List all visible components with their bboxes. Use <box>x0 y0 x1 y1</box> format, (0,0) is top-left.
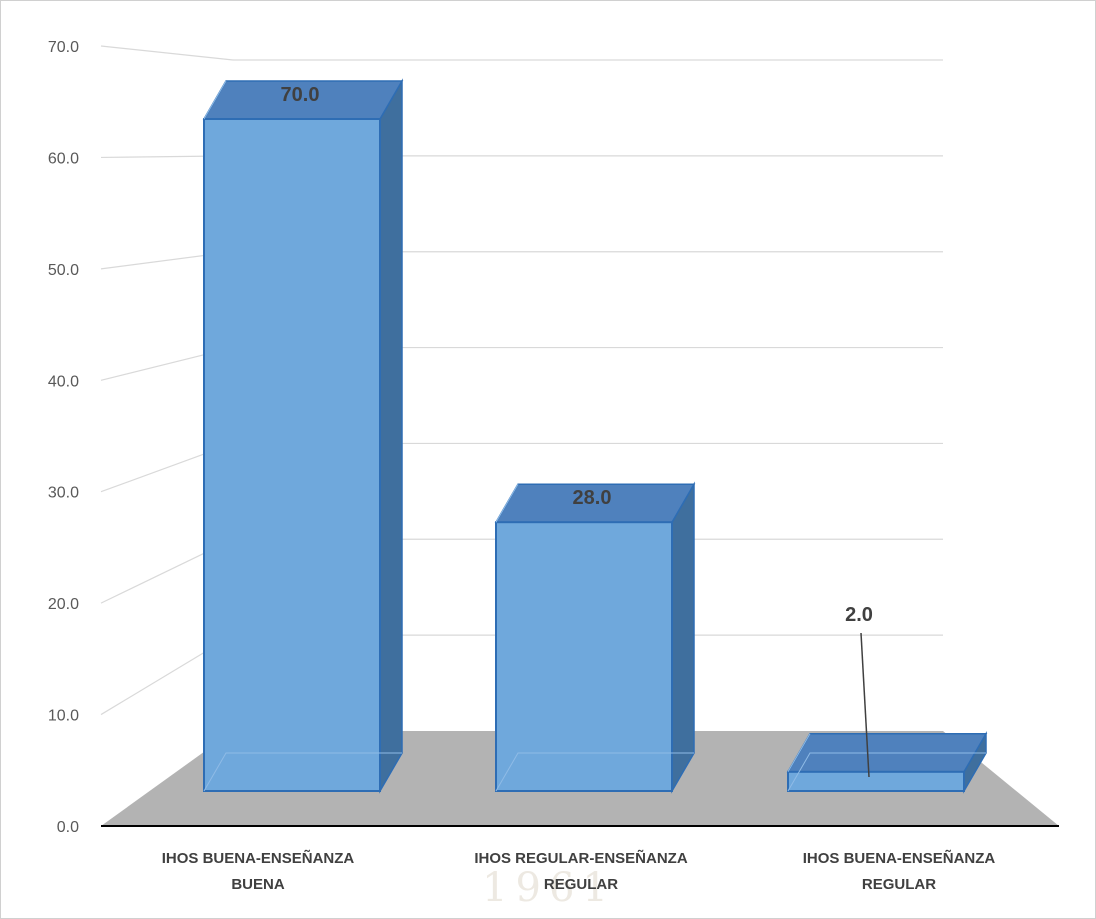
bar-inner-edge <box>495 752 694 792</box>
bar-front <box>495 521 673 792</box>
category-label-line: IHOS REGULAR-ENSEÑANZA <box>474 849 688 867</box>
bar-side <box>379 78 403 794</box>
bar-1 <box>202 78 404 794</box>
y-tick-label: 0.0 <box>57 819 79 836</box>
category-label-line: REGULAR <box>544 876 618 893</box>
data-label-leader <box>860 632 870 778</box>
category-label: IHOS REGULAR-ENSEÑANZA REGULAR <box>474 849 688 893</box>
watermark-text: 1961 <box>482 865 616 911</box>
y-tick-label: 50.0 <box>48 262 79 279</box>
y-tick-label: 40.0 <box>48 373 79 390</box>
bar-inner-edge <box>787 733 811 773</box>
bar-3 <box>786 731 988 794</box>
category-label: IHOS BUENA-ENSEÑANZA REGULAR <box>803 849 996 893</box>
data-label: 2.0 <box>845 604 873 626</box>
bar-side <box>671 481 695 794</box>
y-tick-label: 20.0 <box>48 596 79 613</box>
category-label: IHOS BUENA-ENSEÑANZA BUENA <box>162 849 355 893</box>
bar-inner-edge <box>787 752 986 792</box>
category-label-line: REGULAR <box>862 876 936 893</box>
gridline-wall <box>100 45 234 61</box>
bar-front <box>787 770 965 792</box>
bar-2 <box>494 481 696 794</box>
y-tick-labels: 0.0 10.0 20.0 30.0 40.0 50.0 60.0 70.0 <box>48 39 79 836</box>
watermark: 1961 <box>482 865 616 911</box>
bar-front <box>203 118 381 792</box>
category-label-line: IHOS BUENA-ENSEÑANZA <box>803 849 996 867</box>
bars <box>202 78 988 794</box>
bar-inner-edge <box>203 752 402 792</box>
data-labels: 70.0 28.0 2.0 <box>281 84 873 778</box>
y-tick-label: 70.0 <box>48 39 79 56</box>
y-tick-label: 60.0 <box>48 150 79 167</box>
category-label-line: IHOS BUENA-ENSEÑANZA <box>162 849 355 867</box>
y-tick-label: 30.0 <box>48 485 79 502</box>
y-tick-label: 10.0 <box>48 708 79 725</box>
bar-inner-edge <box>495 483 519 523</box>
data-label: 70.0 <box>281 84 320 106</box>
data-label: 28.0 <box>573 487 612 509</box>
category-labels: IHOS BUENA-ENSEÑANZA BUENA IHOS REGULAR-EN… <box>162 849 996 893</box>
bar-inner-edge <box>203 80 227 120</box>
category-label-line: BUENA <box>231 876 285 893</box>
